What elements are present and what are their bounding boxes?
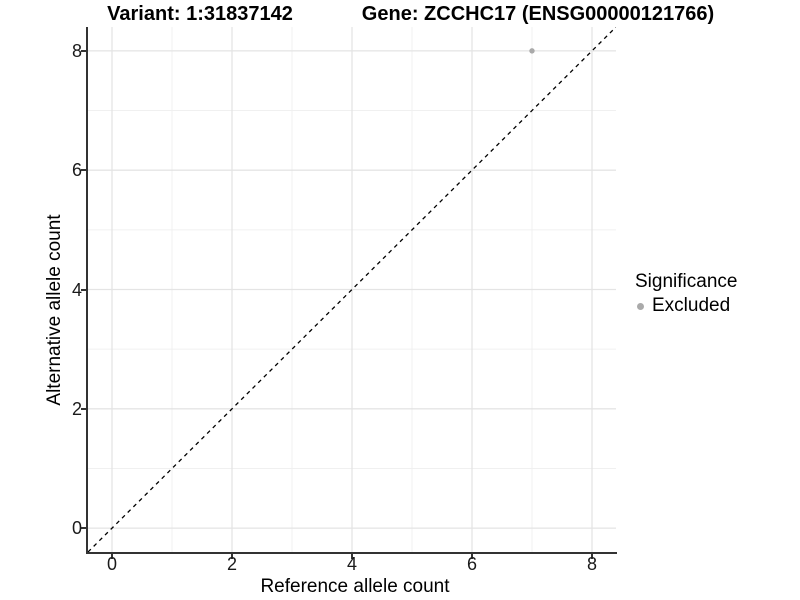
legend-title: Significance [635,271,738,292]
y-tick-mark [81,288,86,291]
plot-canvas [88,27,616,552]
y-tick-mark [81,527,86,530]
excluded-point-swatch-icon [637,302,644,310]
x-axis-line [86,552,617,554]
x-tick-mark [591,554,593,559]
y-axis-line [86,27,88,554]
y-tick-label: 4 [71,279,82,300]
x-axis-title: Reference allele count [260,576,450,597]
y-tick-label: 6 [71,160,82,181]
y-tick-mark [81,169,86,172]
y-axis-title: Alternative allele count [44,214,65,406]
x-tick-label: 4 [346,554,358,574]
y-tick-label: 2 [71,398,82,419]
x-tick-label: 8 [586,554,598,574]
x-tick-label: 6 [466,554,478,574]
plot-title-gene: Gene: ZCCHC17 (ENSG00000121766) [361,3,715,25]
plot-title-variant: Variant: 1:31837142 [107,3,293,25]
x-tick-label: 0 [106,554,118,574]
data-point [529,48,535,54]
legend-item-excluded: Excluded [635,296,737,316]
y-tick-mark [81,407,86,410]
x-tick-mark [231,554,233,559]
plot-panel [88,27,616,552]
legend: Significance Excluded [635,271,737,316]
x-tick-mark [471,554,473,559]
y-tick-label: 8 [71,40,82,61]
x-tick-mark [351,554,353,559]
y-tick-mark [81,49,86,52]
legend-item-label: Excluded [652,295,731,316]
y-tick-label: 0 [71,518,82,539]
x-tick-label: 2 [226,554,238,574]
x-tick-mark [111,554,113,559]
